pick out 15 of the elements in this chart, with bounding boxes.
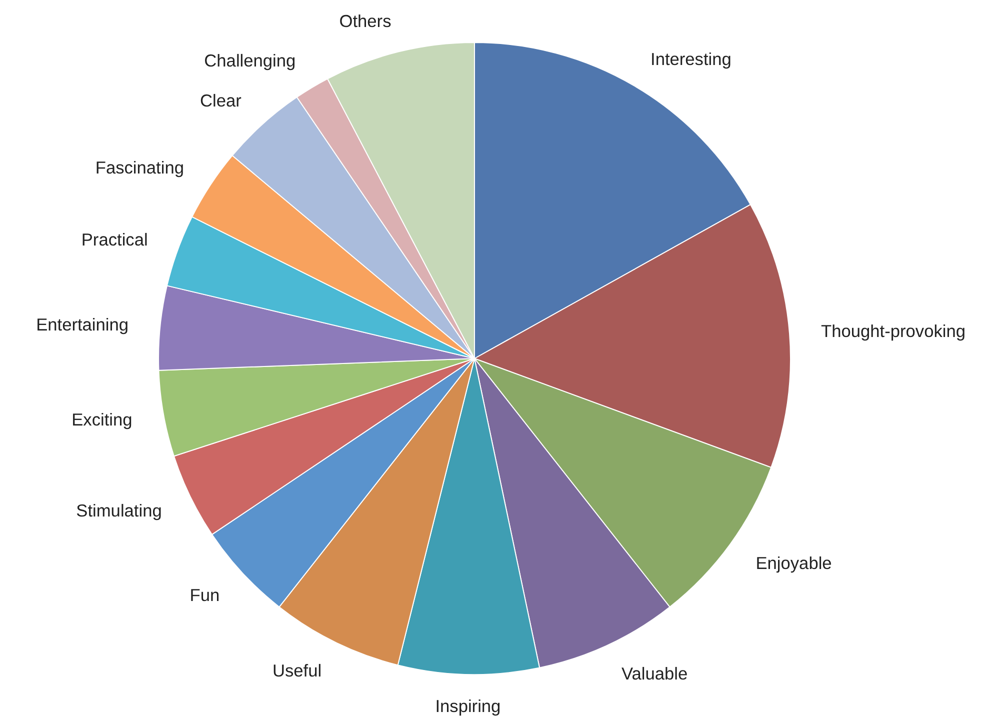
slice-label: Challenging bbox=[204, 50, 296, 70]
slice-label: Inspiring bbox=[435, 696, 501, 716]
slice-label: Thought-provoking bbox=[821, 321, 966, 342]
slice-label: Exciting bbox=[72, 409, 132, 430]
slice-label: Stimulating bbox=[76, 500, 162, 520]
slice-label: Enjoyable bbox=[756, 552, 832, 573]
slice-label: Fascinating bbox=[95, 158, 184, 178]
slice-label: Others bbox=[339, 11, 392, 32]
slice-label: Entertaining bbox=[36, 314, 129, 335]
slice-label: Valuable bbox=[622, 663, 688, 684]
slice-label: Interesting bbox=[650, 48, 732, 69]
slice-label: Fun bbox=[190, 584, 220, 605]
slice-label: Useful bbox=[272, 660, 322, 681]
slice-label: Clear bbox=[200, 90, 242, 111]
slice-label: Practical bbox=[81, 230, 148, 250]
